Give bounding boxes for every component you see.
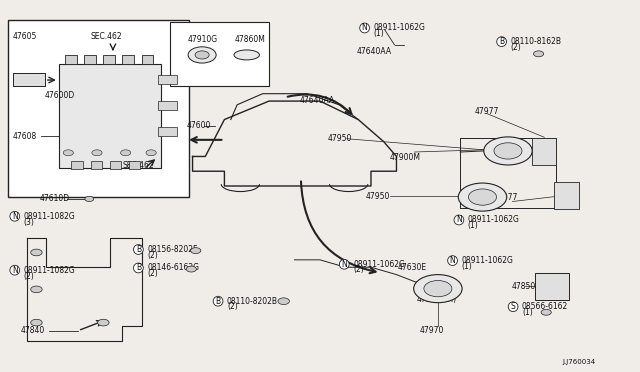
Bar <box>72 161 83 169</box>
Circle shape <box>120 150 131 156</box>
Circle shape <box>494 143 522 159</box>
Circle shape <box>186 266 196 272</box>
Circle shape <box>63 150 74 156</box>
Text: N: N <box>456 215 462 224</box>
Bar <box>103 55 115 64</box>
Text: 47910(RH): 47910(RH) <box>417 289 458 298</box>
Bar <box>535 273 568 300</box>
Text: (2): (2) <box>24 272 35 280</box>
Circle shape <box>31 319 42 326</box>
Bar <box>122 55 134 64</box>
Text: 47910G: 47910G <box>188 35 218 44</box>
Text: 47850: 47850 <box>511 282 536 291</box>
Text: 08566-6162: 08566-6162 <box>522 302 568 311</box>
Text: J.J760034: J.J760034 <box>562 359 595 365</box>
Text: SEC.462: SEC.462 <box>122 161 154 170</box>
Text: 08110-8202B: 08110-8202B <box>227 297 278 306</box>
Text: B: B <box>499 37 504 46</box>
Text: 47970: 47970 <box>420 326 444 335</box>
Text: 47610D: 47610D <box>40 195 70 203</box>
Text: N: N <box>341 260 347 269</box>
Text: 08911-1062G: 08911-1062G <box>374 23 426 32</box>
Text: S: S <box>511 302 515 311</box>
Bar <box>59 64 161 167</box>
Circle shape <box>484 137 532 165</box>
Bar <box>141 55 153 64</box>
Text: B: B <box>136 263 141 272</box>
Text: (1): (1) <box>374 29 384 38</box>
Text: (2): (2) <box>147 251 158 260</box>
Circle shape <box>31 249 42 256</box>
Circle shape <box>195 51 209 59</box>
Text: 47600D: 47600D <box>45 91 75 100</box>
Bar <box>554 182 579 209</box>
Text: B: B <box>216 297 221 306</box>
Text: 47950: 47950 <box>328 134 352 143</box>
Text: 47950: 47950 <box>366 192 390 201</box>
Text: 47640AA: 47640AA <box>300 96 335 105</box>
Text: N: N <box>450 256 456 265</box>
Text: N: N <box>12 212 18 221</box>
Circle shape <box>278 298 289 305</box>
Bar <box>170 22 269 86</box>
Text: 47977: 47977 <box>493 193 518 202</box>
Bar <box>84 55 96 64</box>
Circle shape <box>458 183 507 211</box>
Text: 08156-8202F: 08156-8202F <box>147 245 198 254</box>
Text: (3): (3) <box>24 218 35 227</box>
Text: 47900M: 47900M <box>390 153 421 162</box>
Text: 08911-1082G: 08911-1082G <box>24 212 76 221</box>
Text: 08911-1082G: 08911-1082G <box>24 266 76 275</box>
Text: 47630E: 47630E <box>397 263 427 272</box>
Text: 08146-6162G: 08146-6162G <box>147 263 199 272</box>
Text: N: N <box>12 266 18 275</box>
Text: 47977: 47977 <box>474 106 499 116</box>
Text: N: N <box>362 23 367 32</box>
Text: 47840: 47840 <box>20 326 45 335</box>
Text: (2): (2) <box>227 302 237 311</box>
Bar <box>129 161 140 169</box>
Text: 47605: 47605 <box>13 32 37 41</box>
Text: (2): (2) <box>147 269 158 278</box>
Text: (1): (1) <box>522 308 532 317</box>
Circle shape <box>424 280 452 297</box>
Circle shape <box>534 51 543 57</box>
Text: B: B <box>136 245 141 254</box>
Circle shape <box>92 150 102 156</box>
Bar <box>91 161 102 169</box>
Ellipse shape <box>234 50 259 60</box>
Circle shape <box>541 310 551 315</box>
Bar <box>8 20 189 197</box>
Text: 47600: 47600 <box>186 121 211 130</box>
Circle shape <box>98 319 109 326</box>
Circle shape <box>188 47 216 63</box>
Circle shape <box>31 286 42 293</box>
Circle shape <box>413 275 462 303</box>
Text: 08110-8162B: 08110-8162B <box>511 37 561 46</box>
Bar <box>13 73 45 86</box>
Bar <box>157 127 177 136</box>
Text: 08911-1062G: 08911-1062G <box>468 215 520 224</box>
Text: SEC.462: SEC.462 <box>91 32 122 41</box>
Circle shape <box>146 150 156 156</box>
Text: (2): (2) <box>511 43 521 52</box>
Text: (1): (1) <box>461 262 472 270</box>
Text: (2): (2) <box>353 265 364 274</box>
Bar <box>157 75 177 84</box>
Circle shape <box>468 189 497 205</box>
Text: 47911(LH): 47911(LH) <box>417 295 457 304</box>
Bar <box>109 161 121 169</box>
Text: 47608: 47608 <box>13 132 37 141</box>
Bar <box>157 101 177 110</box>
Text: 47860M: 47860M <box>235 35 266 44</box>
Bar <box>532 138 556 164</box>
Circle shape <box>85 196 94 202</box>
Text: (1): (1) <box>468 221 479 230</box>
Text: 08911-1062G: 08911-1062G <box>461 256 513 265</box>
Bar <box>65 55 77 64</box>
Text: 47640AA: 47640AA <box>357 48 392 57</box>
Circle shape <box>191 248 201 254</box>
Text: 08911-1062G: 08911-1062G <box>353 260 405 269</box>
